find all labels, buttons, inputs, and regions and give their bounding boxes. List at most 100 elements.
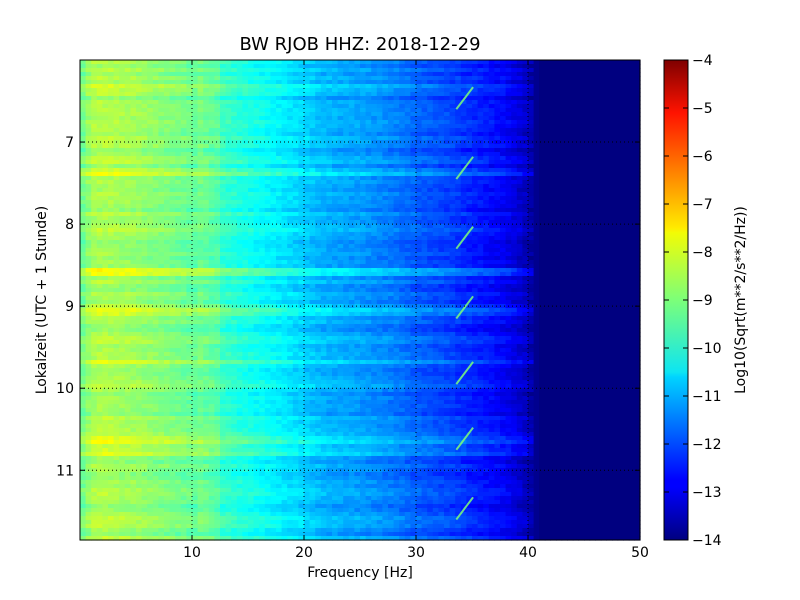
heatmap-cell — [511, 68, 518, 73]
heatmap-cell — [220, 80, 227, 85]
heatmap-cell — [612, 244, 619, 249]
heatmap-cell — [438, 116, 445, 121]
heatmap-cell — [595, 108, 602, 113]
heatmap-cell — [399, 228, 406, 233]
heatmap-cell — [472, 96, 479, 101]
heatmap-cell — [220, 196, 227, 201]
heatmap-cell — [483, 112, 490, 117]
heatmap-cell — [197, 96, 204, 101]
heatmap-cell — [102, 136, 109, 141]
heatmap-cell — [80, 112, 87, 117]
heatmap-cell — [505, 192, 512, 197]
heatmap-cell — [511, 188, 518, 193]
heatmap-cell — [567, 188, 574, 193]
heatmap-cell — [421, 116, 428, 121]
heatmap-cell — [606, 92, 613, 97]
heatmap-cell — [169, 128, 176, 133]
heatmap-cell — [567, 80, 574, 85]
heatmap-cell — [119, 184, 126, 189]
heatmap-cell — [438, 108, 445, 113]
heatmap-cell — [304, 128, 311, 133]
heatmap-cell — [494, 188, 501, 193]
heatmap-cell — [281, 160, 288, 165]
heatmap-cell — [136, 196, 143, 201]
heatmap-cell — [617, 120, 624, 125]
heatmap-cell — [343, 168, 350, 173]
heatmap-cell — [354, 148, 361, 153]
heatmap-cell — [388, 72, 395, 77]
heatmap-cell — [320, 216, 327, 221]
heatmap-cell — [253, 164, 260, 169]
heatmap-cell — [628, 244, 635, 249]
heatmap-cell — [158, 212, 165, 217]
heatmap-cell — [326, 200, 333, 205]
heatmap-cell — [488, 104, 495, 109]
heatmap-cell — [393, 64, 400, 69]
heatmap-cell — [539, 212, 546, 217]
heatmap-cell — [617, 108, 624, 113]
heatmap-cell — [522, 96, 529, 101]
heatmap-cell — [371, 148, 378, 153]
heatmap-cell — [337, 144, 344, 149]
heatmap-cell — [500, 128, 507, 133]
heatmap-cell — [332, 84, 339, 89]
heatmap-cell — [225, 220, 232, 225]
heatmap-cell — [276, 92, 283, 97]
heatmap-cell — [298, 108, 305, 113]
heatmap-cell — [544, 152, 551, 157]
heatmap-cell — [589, 192, 596, 197]
heatmap-cell — [91, 224, 98, 229]
heatmap-cell — [561, 100, 568, 105]
heatmap-cell — [242, 92, 249, 97]
heatmap-cell — [192, 232, 199, 237]
heatmap-cell — [259, 184, 266, 189]
heatmap-cell — [270, 152, 277, 157]
heatmap-cell — [393, 160, 400, 165]
heatmap-cell — [472, 220, 479, 225]
heatmap-cell — [505, 232, 512, 237]
heatmap-cell — [96, 232, 103, 237]
heatmap-cell — [147, 64, 154, 69]
heatmap-cell — [281, 224, 288, 229]
heatmap-cell — [214, 240, 221, 245]
heatmap-cell — [511, 128, 518, 133]
heatmap-cell — [309, 132, 316, 137]
heatmap-cell — [449, 248, 456, 253]
heatmap-cell — [600, 100, 607, 105]
heatmap-cell — [119, 192, 126, 197]
heatmap-cell — [253, 148, 260, 153]
heatmap-cell — [522, 152, 529, 157]
heatmap-cell — [472, 60, 479, 65]
heatmap-cell — [544, 160, 551, 165]
heatmap-cell — [617, 92, 624, 97]
heatmap-cell — [248, 112, 255, 117]
heatmap-cell — [287, 136, 294, 141]
heatmap-cell — [231, 240, 238, 245]
heatmap-cell — [416, 156, 423, 161]
heatmap-cell — [556, 156, 563, 161]
heatmap-cell — [186, 104, 193, 109]
heatmap-cell — [388, 200, 395, 205]
heatmap-cell — [444, 244, 451, 249]
heatmap-cell — [113, 156, 120, 161]
heatmap-cell — [612, 172, 619, 177]
heatmap-cell — [528, 200, 535, 205]
heatmap-cell — [203, 60, 210, 65]
heatmap-cell — [528, 132, 535, 137]
heatmap-cell — [186, 200, 193, 205]
heatmap-cell — [287, 68, 294, 73]
heatmap-cell — [606, 120, 613, 125]
heatmap-cell — [152, 144, 159, 149]
heatmap-cell — [600, 228, 607, 233]
heatmap-cell — [298, 208, 305, 213]
heatmap-cell — [197, 72, 204, 77]
heatmap-cell — [539, 188, 546, 193]
heatmap-cell — [208, 92, 215, 97]
heatmap-cell — [147, 244, 154, 249]
heatmap-cell — [399, 96, 406, 101]
heatmap-cell — [399, 224, 406, 229]
heatmap-cell — [505, 244, 512, 249]
heatmap-cell — [259, 168, 266, 173]
heatmap-cell — [169, 80, 176, 85]
heatmap-cell — [231, 164, 238, 169]
